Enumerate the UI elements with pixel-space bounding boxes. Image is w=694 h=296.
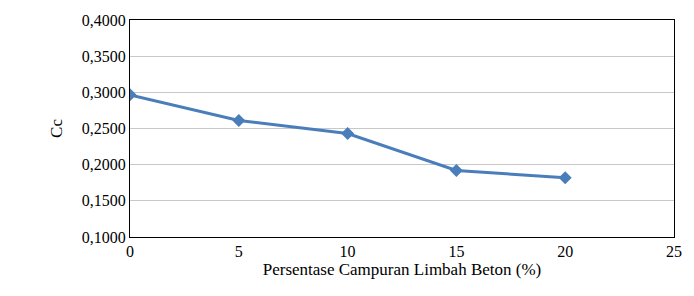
svg-text:25: 25: [666, 243, 682, 260]
svg-text:0,3000: 0,3000: [82, 84, 126, 101]
svg-text:0,2000: 0,2000: [82, 156, 126, 173]
svg-text:15: 15: [448, 243, 464, 260]
svg-text:0,1000: 0,1000: [82, 229, 126, 246]
svg-text:Cc: Cc: [47, 119, 66, 138]
svg-text:0: 0: [126, 243, 134, 260]
svg-text:0,2500: 0,2500: [82, 120, 126, 137]
svg-text:5: 5: [235, 243, 243, 260]
svg-text:0,1500: 0,1500: [82, 192, 126, 209]
svg-text:0,4000: 0,4000: [82, 12, 126, 29]
svg-text:Persentase Campuran Limbah Bet: Persentase Campuran Limbah Beton (%): [263, 260, 542, 279]
svg-text:0,3500: 0,3500: [82, 48, 126, 65]
svg-text:20: 20: [557, 243, 573, 260]
svg-text:10: 10: [340, 243, 356, 260]
